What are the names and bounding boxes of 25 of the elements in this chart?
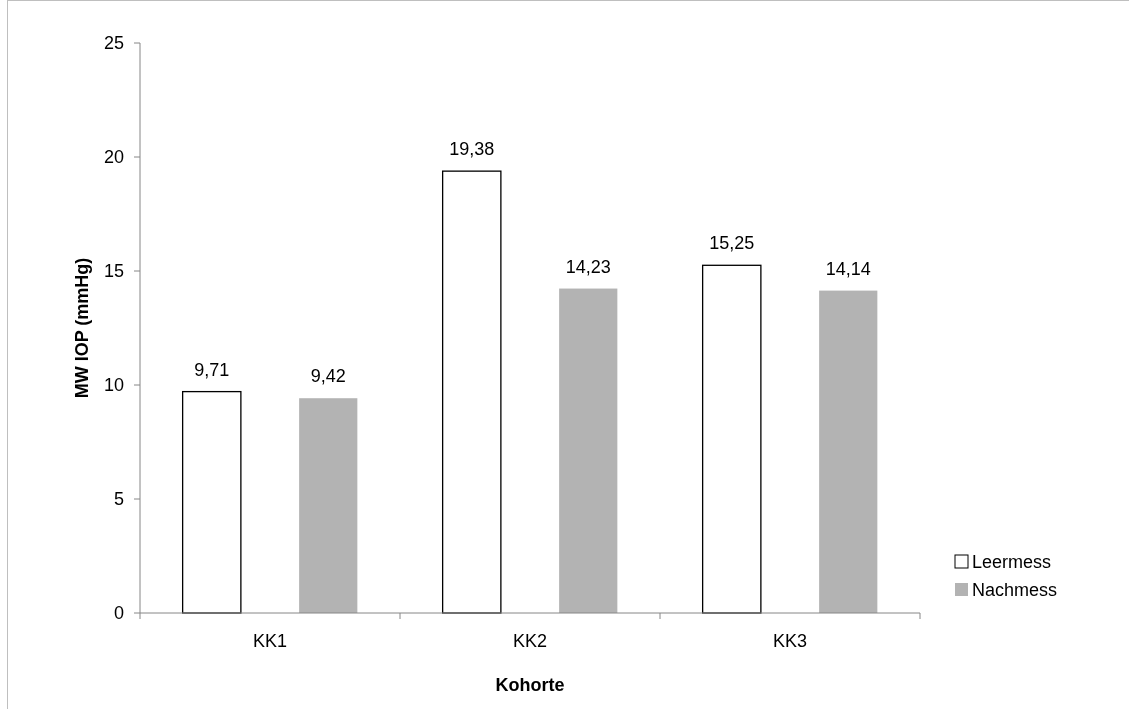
legend-label: Nachmess: [972, 580, 1058, 600]
data-label: 15,25: [709, 233, 755, 254]
y-tick-label: 0: [113, 603, 124, 623]
x-axis-title: Kohorte: [495, 675, 565, 695]
data-label: 14,14: [825, 258, 871, 279]
bar: [559, 288, 618, 613]
data-label: 9,71: [194, 359, 230, 380]
x-tick-label: KK3: [772, 631, 808, 651]
x-tick-label: KK1: [252, 631, 288, 651]
y-tick-label: 20: [103, 147, 124, 167]
data-label: 9,42: [310, 366, 346, 387]
bar: [299, 398, 358, 613]
y-tick-label: 25: [103, 33, 124, 53]
x-tick-label: KK2: [512, 631, 548, 651]
data-label: 14,23: [565, 256, 611, 277]
bar: [819, 290, 878, 613]
data-label: 19,38: [449, 139, 495, 160]
y-tick-label: 15: [103, 261, 124, 281]
y-tick-label: 10: [103, 375, 124, 395]
y-axis-title: MW IOP (mmHg): [72, 257, 92, 399]
bar: [441, 170, 502, 614]
y-tick-label: 5: [113, 489, 124, 509]
bar: [181, 390, 242, 614]
bar: [701, 264, 762, 614]
legend-label: Leermess: [972, 552, 1052, 572]
